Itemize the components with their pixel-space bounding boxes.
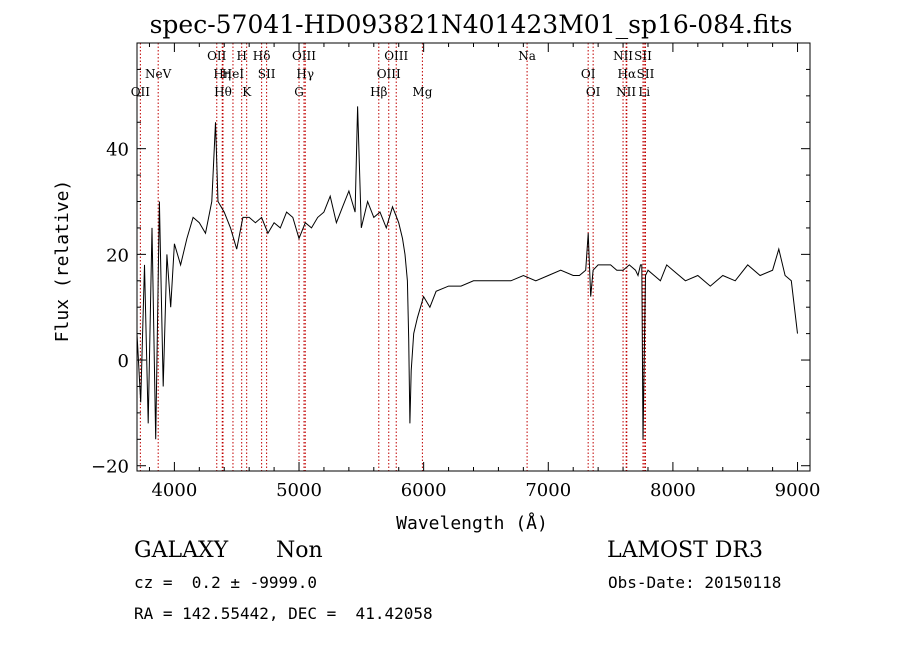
line-label: SII [634,49,652,63]
y-axis-ticks: −20 0 20 40 [91,68,810,478]
redshift-text: cz = 0.2 ± -9999.0 [134,573,318,592]
y-axis-label: Flux (relative) [52,180,73,343]
line-label: G [294,85,304,99]
y-tick-label: −20 [91,457,129,478]
line-label: OI [586,85,601,99]
object-class: GALAXY [134,538,229,563]
line-label: OII [207,49,227,63]
plot-frame [136,42,811,472]
line-label: Li [638,85,650,99]
obs-date-text: Obs-Date: 20150118 [608,573,782,592]
line-label: Hα [618,67,637,81]
line-label: NII [613,49,633,63]
line-label: NII [616,85,636,99]
x-tick-label: 9000 [775,480,821,501]
line-label: K [242,85,252,99]
line-label: Hθ [214,85,232,99]
line-label: OIII [377,67,401,81]
line-label: Mg [412,85,432,99]
line-label: NeV [145,67,172,81]
x-tick-label: 4000 [151,480,197,501]
line-label: Hδ [253,49,271,63]
line-label: OII [131,85,151,99]
coordinates-text: RA = 142.55442, DEC = 41.42058 [134,604,433,623]
spectrum-line [136,106,798,440]
spectral-line-markers [139,43,646,471]
line-label: OI [581,67,596,81]
line-label: Hγ [296,67,314,81]
line-label: HeI [222,67,245,81]
line-label: Na [518,49,536,63]
x-tick-label: 5000 [276,480,322,501]
x-axis-ticks: 4000 5000 6000 7000 8000 9000 [148,43,821,501]
line-label: Hβ [370,85,387,99]
x-tick-label: 7000 [525,480,571,501]
object-subclass: Non [276,538,323,563]
x-tick-label: 8000 [650,480,696,501]
survey-label: LAMOST DR3 [607,538,763,563]
line-label: SII [637,67,655,81]
y-tick-label: 0 [118,351,129,372]
y-tick-label: 40 [106,140,129,161]
line-label: Hη [213,67,231,81]
x-tick-label: 6000 [401,480,447,501]
spectral-line-labels: NeV OII OII Hη Hθ H HeI K Hδ SII G OIII Hγ Hβ OIII OIII… [131,49,655,99]
chart-title: spec-57041-HD093821N401423M01_sp16-084.f… [150,10,793,39]
x-axis-label: Wavelength (Å) [396,512,548,534]
line-label: OIII [384,49,408,63]
line-label: H [236,49,246,63]
line-label: OIII [292,49,316,63]
y-tick-label: 20 [106,245,129,266]
line-label: SII [258,67,276,81]
